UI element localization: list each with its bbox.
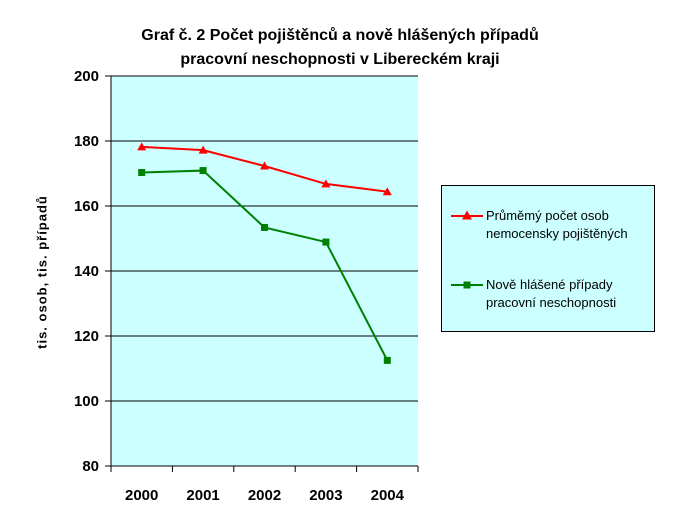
legend-item-cases: Nově hlášené případy pracovní neschopnos… xyxy=(450,276,616,312)
data-point-series-2 xyxy=(383,356,391,364)
y-tick-label: 160 xyxy=(74,198,99,215)
data-point-series-1 xyxy=(260,161,269,170)
legend-label-cases: Nově hlášené případy pracovní neschopnos… xyxy=(486,277,617,310)
data-point-series-1 xyxy=(382,187,392,196)
y-tick-label: 200 xyxy=(74,68,99,85)
legend-swatch-cases xyxy=(450,276,484,292)
y-tick-label: 80 xyxy=(82,458,99,475)
data-point-series-1 xyxy=(321,179,331,188)
y-tick-label: 140 xyxy=(74,263,99,280)
legend: Průměmý počet osob nemocensky pojištěnýc… xyxy=(441,185,655,332)
x-tick-label: 2002 xyxy=(248,487,281,504)
chart-title: Graf č. 2 Počet pojištěnců a nově hlášen… xyxy=(60,24,620,72)
chart-title-line-2: pracovní neschopnosti v Libereckém kraji xyxy=(180,51,500,68)
y-tick-label: 100 xyxy=(74,393,99,410)
data-point-series-2 xyxy=(138,169,146,177)
x-tick-label: 2003 xyxy=(309,487,342,504)
x-tick-label: 2001 xyxy=(186,487,219,504)
data-point-series-1 xyxy=(137,142,147,151)
legend-item-insured: Průměmý počet osob nemocensky pojištěnýc… xyxy=(450,207,628,243)
legend-swatch-insured xyxy=(450,207,484,223)
x-tick-label: 2004 xyxy=(371,487,405,504)
data-point-series-2 xyxy=(261,223,268,231)
chart-title-line-1: Graf č. 2 Počet pojištěnců a nově hlášen… xyxy=(141,27,539,44)
data-point-series-2 xyxy=(322,238,330,246)
x-tick-label: 2000 xyxy=(125,487,158,504)
legend-label-insured: Průměmý počet osob nemocensky pojištěnýc… xyxy=(486,208,628,241)
data-point-series-2 xyxy=(199,167,207,175)
y-tick-label: 120 xyxy=(74,328,99,345)
y-tick-label: 180 xyxy=(74,133,99,150)
data-point-series-1 xyxy=(198,145,208,154)
